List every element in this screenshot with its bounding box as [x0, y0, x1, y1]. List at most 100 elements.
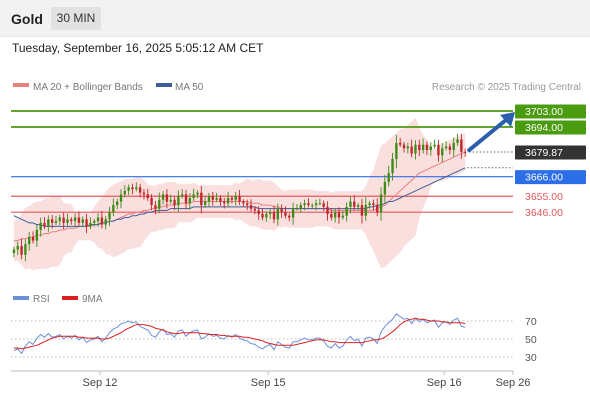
candle-body-101	[398, 142, 402, 145]
candle-body-17	[77, 217, 81, 223]
candle-body-75	[299, 205, 302, 209]
candle-body-47	[192, 194, 195, 198]
candle-body-115	[452, 142, 455, 151]
projection-lines	[467, 151, 513, 169]
rsi-legend-label: RSI	[33, 294, 50, 305]
candle-body-18	[81, 219, 84, 223]
rsi-tick-50: 50	[525, 334, 537, 346]
candle-body-72	[288, 215, 291, 218]
candle-body-8	[43, 222, 46, 227]
candle-body-102	[402, 144, 406, 149]
candle-body-110	[433, 144, 436, 147]
time-label-Sep 16: Sep 16	[427, 377, 462, 389]
candle-body-93	[368, 203, 371, 206]
rsi-tick-70: 70	[525, 316, 537, 328]
candle-body-88	[349, 201, 352, 207]
rsi-series-rsi	[13, 313, 466, 355]
candle-body-95	[376, 205, 379, 213]
candle-body-4	[28, 237, 31, 245]
report-datetime: Tuesday, September 16, 2025 5:05:12 AM C…	[12, 41, 264, 55]
candle-body-111	[437, 144, 440, 156]
timeframe-button[interactable]: 30 MIN	[51, 7, 101, 30]
candle-body-87	[345, 206, 348, 216]
candle-body-65	[261, 213, 264, 218]
candle-body-33	[138, 187, 142, 193]
candle-body-109	[429, 146, 432, 151]
candle-body-81	[322, 203, 325, 207]
candle-body-67	[268, 212, 272, 214]
rsi-indicator: 70 50 30	[11, 313, 537, 364]
candle-body-29	[123, 190, 127, 195]
candle-body-46	[188, 197, 192, 204]
candle-body-56	[226, 197, 230, 204]
level-tag-3694.00	[515, 120, 586, 135]
header-bar: Gold 30 MIN	[0, 0, 590, 37]
candle-body-19	[85, 219, 88, 227]
candle-body-34	[142, 192, 146, 195]
candle-body-31	[131, 187, 134, 190]
time-label-Sep 12: Sep 12	[83, 377, 118, 389]
candle-body-94	[372, 203, 375, 206]
rsi-tick-30: 30	[525, 352, 537, 364]
candle-body-24	[104, 219, 107, 225]
candle-body-25	[108, 212, 111, 220]
candle-body-39	[161, 194, 165, 200]
rsi-legend-swatch	[13, 296, 29, 300]
rsi-ma-legend-label: 9MA	[82, 294, 103, 305]
ma20-legend-label: MA 20 + Bollinger Bands	[33, 82, 143, 93]
candle-body-103	[406, 146, 410, 149]
candle-body-15	[70, 219, 73, 222]
candle-body-61	[246, 203, 249, 206]
candle-body-74	[295, 208, 299, 210]
level-tag-3666.00	[515, 170, 586, 185]
candle-body-53	[215, 197, 218, 200]
candle-body-20	[89, 222, 92, 227]
level-tag-3679.87	[515, 145, 586, 160]
candle-body-42	[173, 199, 176, 206]
candle-body-79	[314, 203, 318, 206]
candle-body-30	[127, 187, 130, 191]
candle-body-98	[387, 173, 390, 183]
candle-body-26	[112, 205, 115, 213]
candle-body-23	[100, 217, 104, 225]
level-label-3694.00: 3694.00	[525, 122, 563, 134]
forecast-arrow-shaft	[467, 117, 508, 153]
candle-body-2	[20, 245, 23, 255]
candle-body-9	[47, 219, 50, 227]
candle-body-113	[444, 146, 448, 149]
candle-body-10	[50, 219, 54, 223]
candle-body-73	[291, 208, 295, 218]
candle-body-41	[169, 199, 172, 202]
key-levels	[11, 110, 513, 213]
ma50-legend-swatch	[156, 83, 172, 87]
candle-body-107	[421, 144, 425, 151]
candle-body-22	[96, 217, 100, 222]
candle-body-91	[360, 205, 364, 216]
candle-body-11	[54, 221, 58, 223]
rsi-series-9ma	[13, 317, 466, 350]
candle-body-104	[410, 146, 413, 154]
time-axis-labels: Sep 12 Sep 15 Sep 16 Sep 26	[83, 371, 531, 389]
time-label-Sep 26: Sep 26	[496, 377, 531, 389]
level-label-3679.87: 3679.87	[525, 147, 563, 159]
candle-body-36	[150, 197, 153, 206]
candle-body-3	[24, 244, 27, 255]
candle-body-77	[307, 203, 310, 206]
candle-body-5	[31, 237, 35, 241]
candle-body-86	[341, 215, 344, 218]
candle-body-99	[391, 158, 394, 174]
time-label-Sep 15: Sep 15	[251, 377, 286, 389]
candle-body-96	[379, 194, 383, 213]
candle-body-54	[219, 197, 222, 202]
candle-body-89	[353, 201, 356, 207]
candle-body-55	[223, 201, 226, 204]
level-label-3655.00: 3655.00	[525, 191, 563, 203]
candle-body-58	[234, 196, 237, 200]
candle-body-52	[211, 196, 214, 200]
candle-body-38	[158, 199, 161, 209]
candle-body-108	[425, 144, 429, 151]
candle-body-69	[276, 208, 279, 220]
candle-body-63	[253, 208, 257, 211]
candle-body-48	[196, 192, 199, 195]
